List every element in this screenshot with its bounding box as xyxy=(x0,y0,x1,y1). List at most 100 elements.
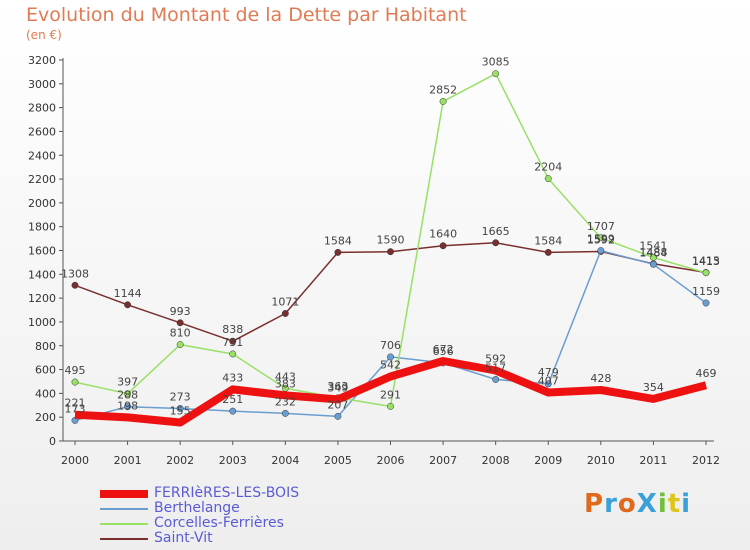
data-label: 2852 xyxy=(429,83,457,96)
y-tick-label: 1400 xyxy=(28,268,56,281)
data-label: 155 xyxy=(170,405,191,418)
x-tick-label: 2000 xyxy=(61,454,89,467)
legend-swatch xyxy=(100,537,148,540)
data-label: 1484 xyxy=(639,246,667,259)
legend-swatch xyxy=(100,507,148,510)
data-label: 672 xyxy=(433,343,454,356)
y-tick-label: 2800 xyxy=(28,102,56,115)
y-tick-label: 200 xyxy=(35,411,56,424)
data-label: 810 xyxy=(170,327,191,340)
data-point xyxy=(334,248,342,256)
data-label: 1071 xyxy=(271,295,299,308)
proxiti-logo: ProXiti xyxy=(584,489,691,519)
x-tick-label: 2007 xyxy=(429,454,457,467)
data-label: 3085 xyxy=(482,56,510,69)
x-tick-label: 2011 xyxy=(639,454,667,467)
y-tick-label: 1000 xyxy=(28,316,56,329)
data-label: 656 xyxy=(433,345,454,358)
data-point xyxy=(439,242,447,250)
data-label: 428 xyxy=(590,372,611,385)
data-label: 1144 xyxy=(114,287,142,300)
data-label: 1584 xyxy=(324,234,352,247)
data-label: 207 xyxy=(327,398,348,411)
y-tick-label: 3200 xyxy=(28,54,56,67)
y-tick-label: 800 xyxy=(35,340,56,353)
legend-label: Berthelange xyxy=(154,500,240,516)
data-point xyxy=(387,248,394,256)
data-point xyxy=(176,319,184,327)
data-point xyxy=(702,269,710,277)
y-tick-label: 3000 xyxy=(28,78,56,91)
data-label: 1590 xyxy=(377,234,405,247)
data-label: 221 xyxy=(65,397,86,410)
data-label: 433 xyxy=(222,371,243,384)
y-tick-label: 1800 xyxy=(28,221,56,234)
legend-item: Corcelles-Ferrières xyxy=(100,516,299,531)
logo-letter: i xyxy=(681,489,692,519)
y-tick-label: 600 xyxy=(35,364,56,377)
logo-letter: X xyxy=(636,489,658,519)
data-label: 198 xyxy=(117,399,138,412)
data-point xyxy=(281,409,289,417)
data-point xyxy=(71,378,79,386)
legend-item: Saint-Vit xyxy=(100,531,299,546)
y-tick-label: 400 xyxy=(35,387,56,400)
data-label: 349 xyxy=(327,381,348,394)
logo-letter: r xyxy=(604,489,618,519)
x-tick-label: 2002 xyxy=(166,454,194,467)
data-label: 542 xyxy=(380,358,401,371)
data-label: 1707 xyxy=(587,220,615,233)
data-point xyxy=(544,175,552,183)
data-point xyxy=(334,412,342,420)
data-label: 397 xyxy=(117,376,138,389)
data-point xyxy=(176,405,184,412)
data-label: 1541 xyxy=(639,240,667,253)
data-point xyxy=(229,407,237,415)
x-tick-label: 2008 xyxy=(482,454,510,467)
data-label: 251 xyxy=(222,393,243,406)
data-point xyxy=(281,310,289,317)
series-line-0 xyxy=(74,357,708,427)
x-tick-label: 2006 xyxy=(377,454,405,467)
data-label: 291 xyxy=(380,388,401,401)
logo-letter: t xyxy=(667,489,682,519)
data-label: 383 xyxy=(275,377,296,390)
data-label: 273 xyxy=(170,390,191,403)
data-point xyxy=(387,353,394,361)
data-label: 838 xyxy=(222,323,243,336)
data-label: 288 xyxy=(117,389,138,402)
data-point xyxy=(176,341,184,349)
logo-letter: o xyxy=(617,489,637,519)
data-point xyxy=(544,248,552,256)
data-label: 232 xyxy=(275,395,296,408)
data-label: 173 xyxy=(65,402,86,415)
data-label: 1592 xyxy=(587,233,615,246)
legend: FERRIèRES-LES-BOIS Berthelange Corcelles-F… xyxy=(100,486,299,546)
data-point xyxy=(597,234,605,242)
data-label: 517 xyxy=(485,361,506,374)
x-tick-label: 2004 xyxy=(271,454,299,467)
data-point xyxy=(492,70,500,78)
data-label: 354 xyxy=(643,381,664,394)
data-point xyxy=(124,390,132,398)
y-tick-label: 2200 xyxy=(28,173,56,186)
legend-label: Corcelles-Ferrières xyxy=(154,515,284,531)
data-label: 1415 xyxy=(692,255,720,268)
data-point xyxy=(229,337,237,345)
data-label: 1584 xyxy=(534,234,562,247)
legend-label: Saint-Vit xyxy=(154,530,213,546)
legend-item: FERRIèRES-LES-BOIS xyxy=(100,486,299,501)
x-tick-label: 2012 xyxy=(692,454,720,467)
data-point xyxy=(439,97,447,105)
legend-label: FERRIèRES-LES-BOIS xyxy=(154,485,300,501)
logo-letter: i xyxy=(657,489,668,519)
data-label: 1599 xyxy=(587,233,615,246)
data-label: 2204 xyxy=(534,161,562,174)
data-label: 731 xyxy=(222,336,243,349)
data-label: 1488 xyxy=(639,246,667,259)
data-point xyxy=(492,375,500,383)
y-tick-label: 2600 xyxy=(28,125,56,138)
data-label: 469 xyxy=(696,367,717,380)
legend-swatch xyxy=(100,522,148,525)
